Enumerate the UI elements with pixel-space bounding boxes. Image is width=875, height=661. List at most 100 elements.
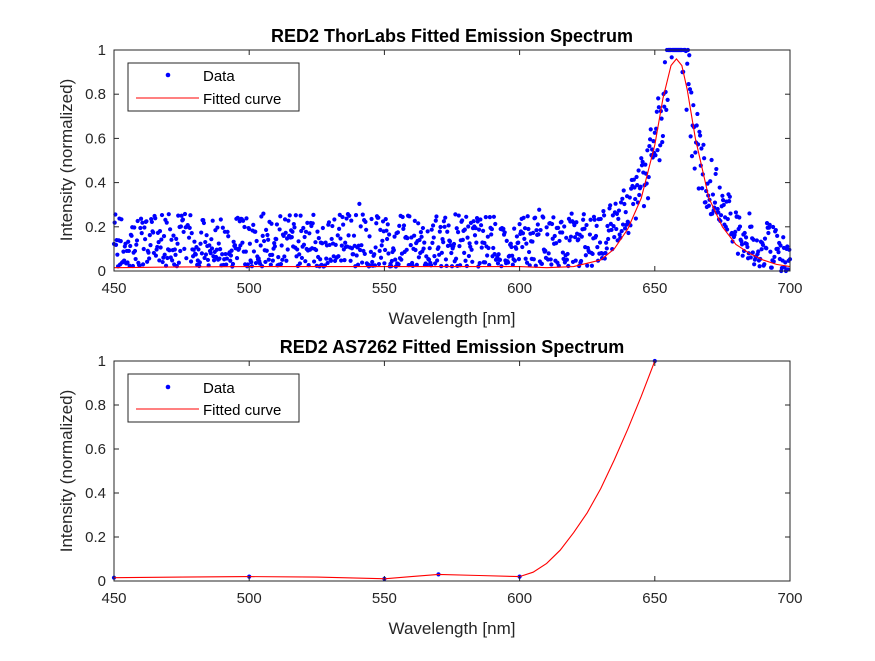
data-point <box>737 224 743 229</box>
data-point <box>549 221 555 227</box>
data-point <box>242 224 247 230</box>
data-point <box>773 227 778 233</box>
data-point <box>611 224 616 229</box>
data-point <box>504 238 509 243</box>
data-point <box>520 244 525 250</box>
data-point <box>464 214 469 219</box>
data-point <box>211 258 217 263</box>
data-point <box>430 240 435 246</box>
data-point <box>140 220 145 225</box>
data-point <box>125 260 130 265</box>
data-point <box>469 247 474 252</box>
data-point <box>564 257 570 262</box>
x-axis-label: Wavelength [nm] <box>389 309 516 328</box>
data-point <box>467 241 472 246</box>
data-point <box>588 217 593 222</box>
data-point <box>272 241 277 246</box>
data-point <box>689 90 694 95</box>
data-point <box>626 230 631 236</box>
data-point <box>307 231 312 236</box>
data-point <box>382 247 388 253</box>
data-point <box>533 215 538 220</box>
data-point <box>638 184 643 189</box>
data-point <box>595 245 600 250</box>
data-point <box>341 222 346 227</box>
data-point <box>389 258 394 264</box>
data-point <box>656 105 661 110</box>
data-point <box>647 137 653 142</box>
data-point <box>264 227 269 232</box>
data-point <box>126 248 131 254</box>
data-point <box>662 60 668 65</box>
data-point <box>483 260 488 265</box>
data-point <box>453 256 459 261</box>
data-point <box>202 255 207 261</box>
data-point <box>132 225 137 230</box>
data-point <box>282 254 287 259</box>
data-point <box>665 97 670 102</box>
plot-frame <box>113 49 791 272</box>
data-point <box>305 220 310 225</box>
data-point <box>311 212 316 218</box>
data-point <box>134 242 139 247</box>
data-point <box>144 219 149 224</box>
data-point <box>660 139 665 145</box>
data-point <box>692 166 697 171</box>
x-tick-label: 650 <box>642 590 667 607</box>
data-point <box>651 139 656 144</box>
data-point <box>497 257 503 262</box>
data-point <box>748 255 753 260</box>
data-point <box>610 213 615 218</box>
data-point <box>523 256 528 261</box>
data-point <box>733 229 738 234</box>
data-point <box>525 214 530 219</box>
data-point <box>203 252 209 257</box>
data-point <box>601 209 606 214</box>
data-point <box>330 223 335 229</box>
data-point <box>687 53 692 58</box>
data-point <box>643 162 648 167</box>
data-point <box>223 251 228 257</box>
data-point <box>506 260 511 265</box>
data-point <box>478 223 484 228</box>
data-point <box>286 218 291 223</box>
data-point <box>178 224 184 229</box>
data-point <box>482 240 487 246</box>
data-point <box>407 214 412 219</box>
data-point <box>357 247 363 253</box>
data-point <box>245 262 250 267</box>
data-point <box>378 255 384 260</box>
data-point <box>694 123 699 128</box>
data-point <box>751 237 756 242</box>
data-point <box>772 254 777 260</box>
data-point <box>762 262 767 267</box>
data-point <box>143 237 148 242</box>
data-point <box>622 226 628 231</box>
data-point <box>585 263 590 268</box>
data-point <box>697 129 702 134</box>
data-point <box>631 201 636 207</box>
data-point <box>370 259 375 265</box>
data-point <box>776 250 781 255</box>
data-point <box>477 261 482 266</box>
data-point <box>592 217 597 222</box>
data-point <box>430 223 436 228</box>
data-point <box>556 225 561 230</box>
data-point <box>717 185 722 190</box>
data-point <box>369 216 374 222</box>
data-point <box>199 251 204 256</box>
data-point <box>479 245 484 250</box>
data-point <box>401 226 406 232</box>
data-point <box>382 261 387 266</box>
data-point <box>489 232 494 237</box>
data-point <box>579 258 584 264</box>
data-point <box>662 104 667 109</box>
data-point <box>137 263 142 268</box>
data-point <box>557 238 562 244</box>
data-point <box>199 230 204 235</box>
data-point <box>531 230 536 235</box>
data-point <box>220 225 225 230</box>
data-point <box>493 221 498 227</box>
data-point <box>188 213 193 218</box>
data-point <box>328 258 334 263</box>
